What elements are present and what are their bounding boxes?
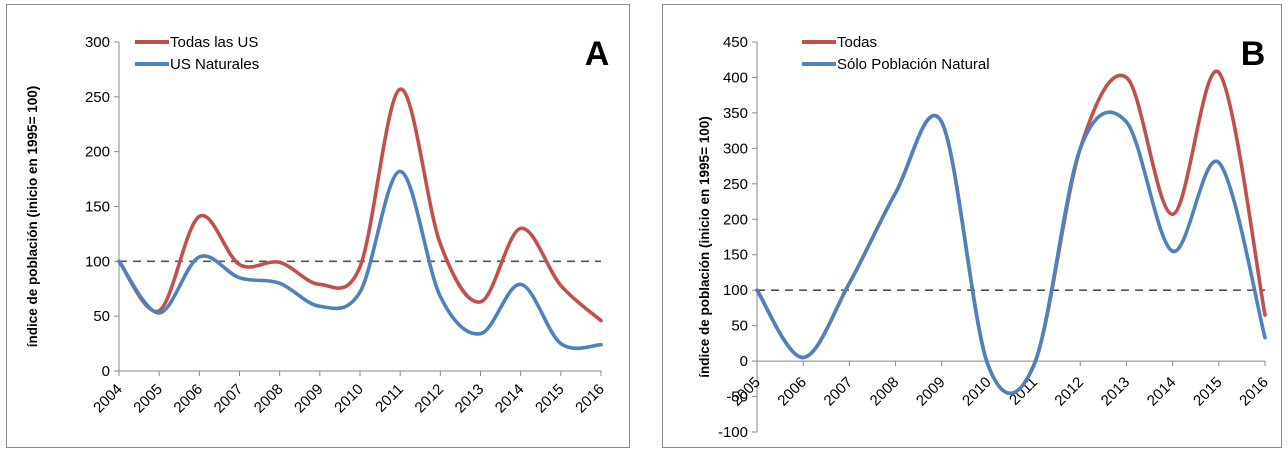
x-tick-label: 2011 xyxy=(1006,374,1041,409)
x-tick-label: 2015 xyxy=(532,381,568,417)
series-line-natural xyxy=(755,110,1267,396)
x-tick-label: 2004 xyxy=(90,381,126,417)
legend-label-1: Sólo Población Natural xyxy=(837,56,990,73)
series-line-all xyxy=(755,69,1267,396)
x-tick-label: 2006 xyxy=(774,374,810,410)
x-tick-label: 2010 xyxy=(959,374,995,410)
y-tick-label: 100 xyxy=(85,253,110,270)
x-tick-label: 2006 xyxy=(171,381,207,417)
y-tick-label: 250 xyxy=(723,176,748,193)
x-tick-label: 2008 xyxy=(251,381,287,417)
x-tick-label: 2007 xyxy=(211,381,247,417)
x-tick-label: 2013 xyxy=(1098,374,1134,410)
y-tick-label: 300 xyxy=(85,34,110,51)
y-tick-label: 200 xyxy=(85,144,110,161)
y-tick-label: 450 xyxy=(723,34,748,51)
legend-label-1: US Naturales xyxy=(170,56,259,73)
y-tick-label: 150 xyxy=(723,247,748,264)
x-tick-label: 2016 xyxy=(1236,374,1272,410)
x-tick-label: 2007 xyxy=(821,374,857,410)
x-tick-label: 2012 xyxy=(412,381,448,417)
y-tick-label: 100 xyxy=(723,282,748,299)
y-tick-label: 50 xyxy=(93,308,110,325)
series-line-all xyxy=(117,87,603,323)
chart-panel-b: -100 -50 0 50 100 150 200 250 300 350 400 450 2005 20… xyxy=(662,4,1282,448)
x-tick-label: 2005 xyxy=(130,381,166,417)
y-tick-label: 300 xyxy=(723,140,748,157)
x-tick-label: 2010 xyxy=(331,381,367,417)
x-tick-label: 2012 xyxy=(1051,374,1087,410)
x-tick-label: 2014 xyxy=(1144,374,1180,410)
x-tick-label: 2015 xyxy=(1190,374,1226,410)
x-tick-label: 2013 xyxy=(452,381,488,417)
x-tick-label: 2011 xyxy=(372,381,407,416)
series-line-natural xyxy=(117,169,603,351)
y-tick-label: -50 xyxy=(726,389,748,406)
panel-letter: A xyxy=(585,35,610,73)
legend-label-0: Todas las US xyxy=(170,34,258,51)
y-tick-label: -100 xyxy=(718,424,748,441)
y-tick-label: 200 xyxy=(723,211,748,228)
y-tick-label: 250 xyxy=(85,89,110,106)
y-tick-label: 150 xyxy=(85,199,110,216)
x-tick-label: 2016 xyxy=(572,381,608,417)
panel-letter: B xyxy=(1241,35,1266,73)
y-tick-label: 400 xyxy=(723,69,748,86)
y-tick-label: 0 xyxy=(102,363,110,380)
x-tick-label: 2009 xyxy=(291,381,327,417)
chart-panel-a: 0 50 100 150 200 250 300 2004 2005 2006 2007 2008 20… xyxy=(6,4,630,448)
legend-label-0: Todas xyxy=(837,34,877,51)
x-tick-label: 2014 xyxy=(492,381,528,417)
x-tick-label: 2009 xyxy=(913,374,949,410)
y-tick-label: 50 xyxy=(731,318,748,335)
y-tick-label: 350 xyxy=(723,105,748,122)
y-tick-label: 0 xyxy=(740,353,748,370)
y-axis-title: índice de población (inicio en 1995= 100… xyxy=(25,86,40,347)
x-tick-label: 2008 xyxy=(867,374,903,410)
y-axis-title: índice de población (inicio en 1995= 100… xyxy=(697,116,712,377)
